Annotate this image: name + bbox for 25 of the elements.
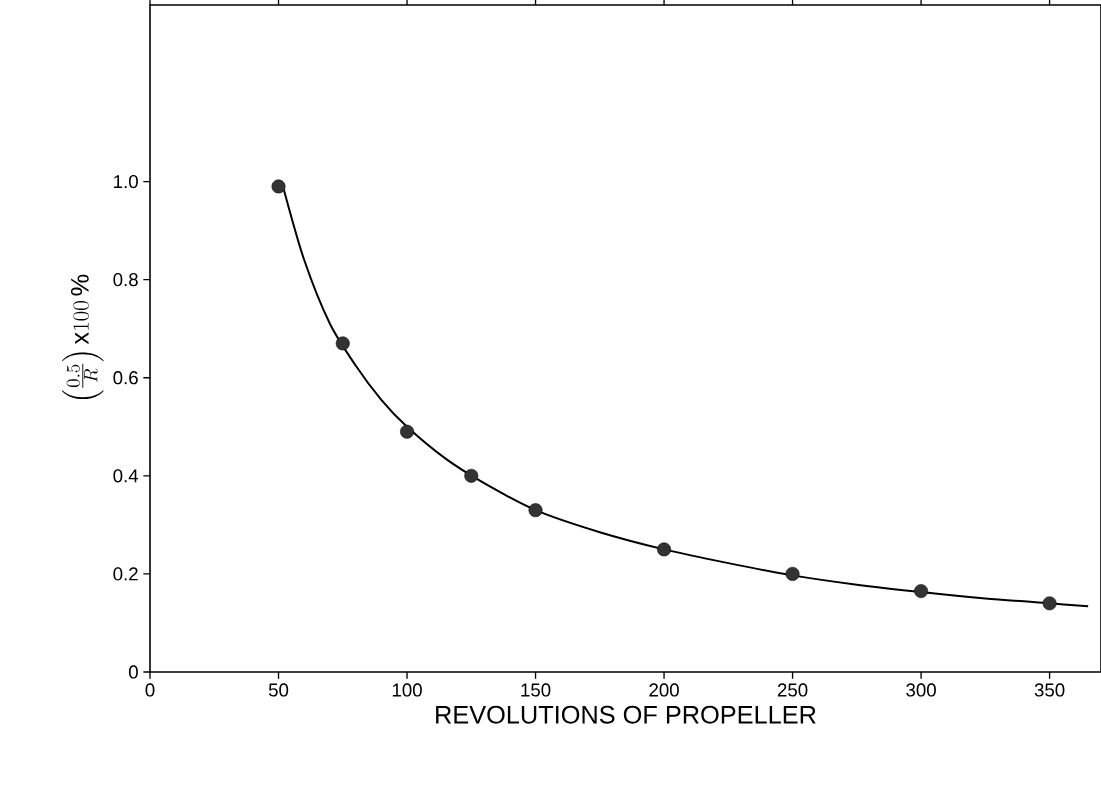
x-tick-label: 150 [521, 683, 551, 697]
x-tick-label: 350 [1034, 683, 1065, 697]
x-tick-label: 50 [268, 683, 289, 697]
x-tick-label: 0 [145, 683, 155, 697]
y-tick-label: 0.8 [113, 273, 138, 287]
y-tick-label: 0 [128, 665, 138, 679]
x-axis-title: REVOLUTIONS OF PROPELLER [436, 705, 816, 724]
y-tick-label: 0.2 [113, 567, 138, 581]
point [914, 584, 929, 598]
point [335, 336, 350, 351]
x-tick-label: 250 [777, 683, 808, 697]
point [271, 179, 286, 194]
point [528, 503, 543, 518]
x-tick-label: 100 [392, 683, 422, 697]
y-axis-title: $\left(\frac{0.5}{R}\right)\mathrm{x}100\,\%$ [62, 274, 104, 400]
point [400, 424, 414, 439]
x-tick-label: 300 [906, 683, 936, 697]
y-tick-label: 0.4 [113, 469, 139, 483]
y-tick-label: 0.6 [113, 371, 138, 385]
point [464, 468, 479, 483]
point [785, 566, 800, 581]
x-tick-label: 200 [649, 683, 679, 697]
point [1042, 596, 1057, 611]
y-tick-label: 1.0 [114, 174, 138, 189]
point [657, 542, 671, 557]
